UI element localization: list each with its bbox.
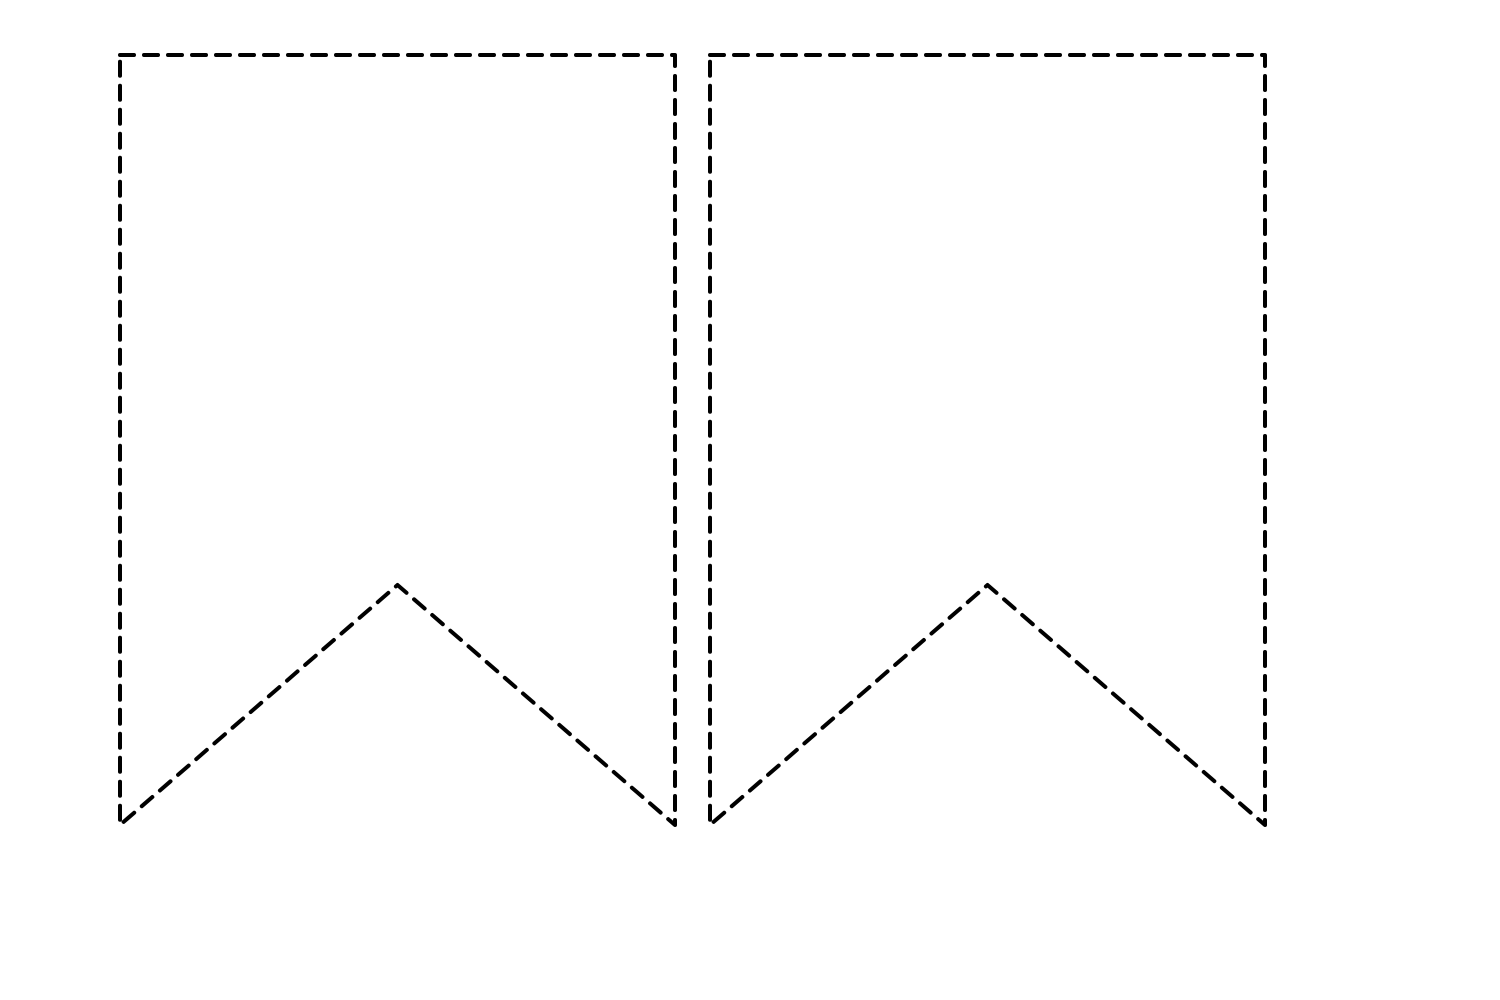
pennant-left [116, 51, 679, 829]
pennant-left-outline [120, 55, 675, 825]
pennant-right [706, 51, 1269, 829]
pennant-right-outline [710, 55, 1265, 825]
pennant-template-canvas [0, 0, 1500, 1000]
